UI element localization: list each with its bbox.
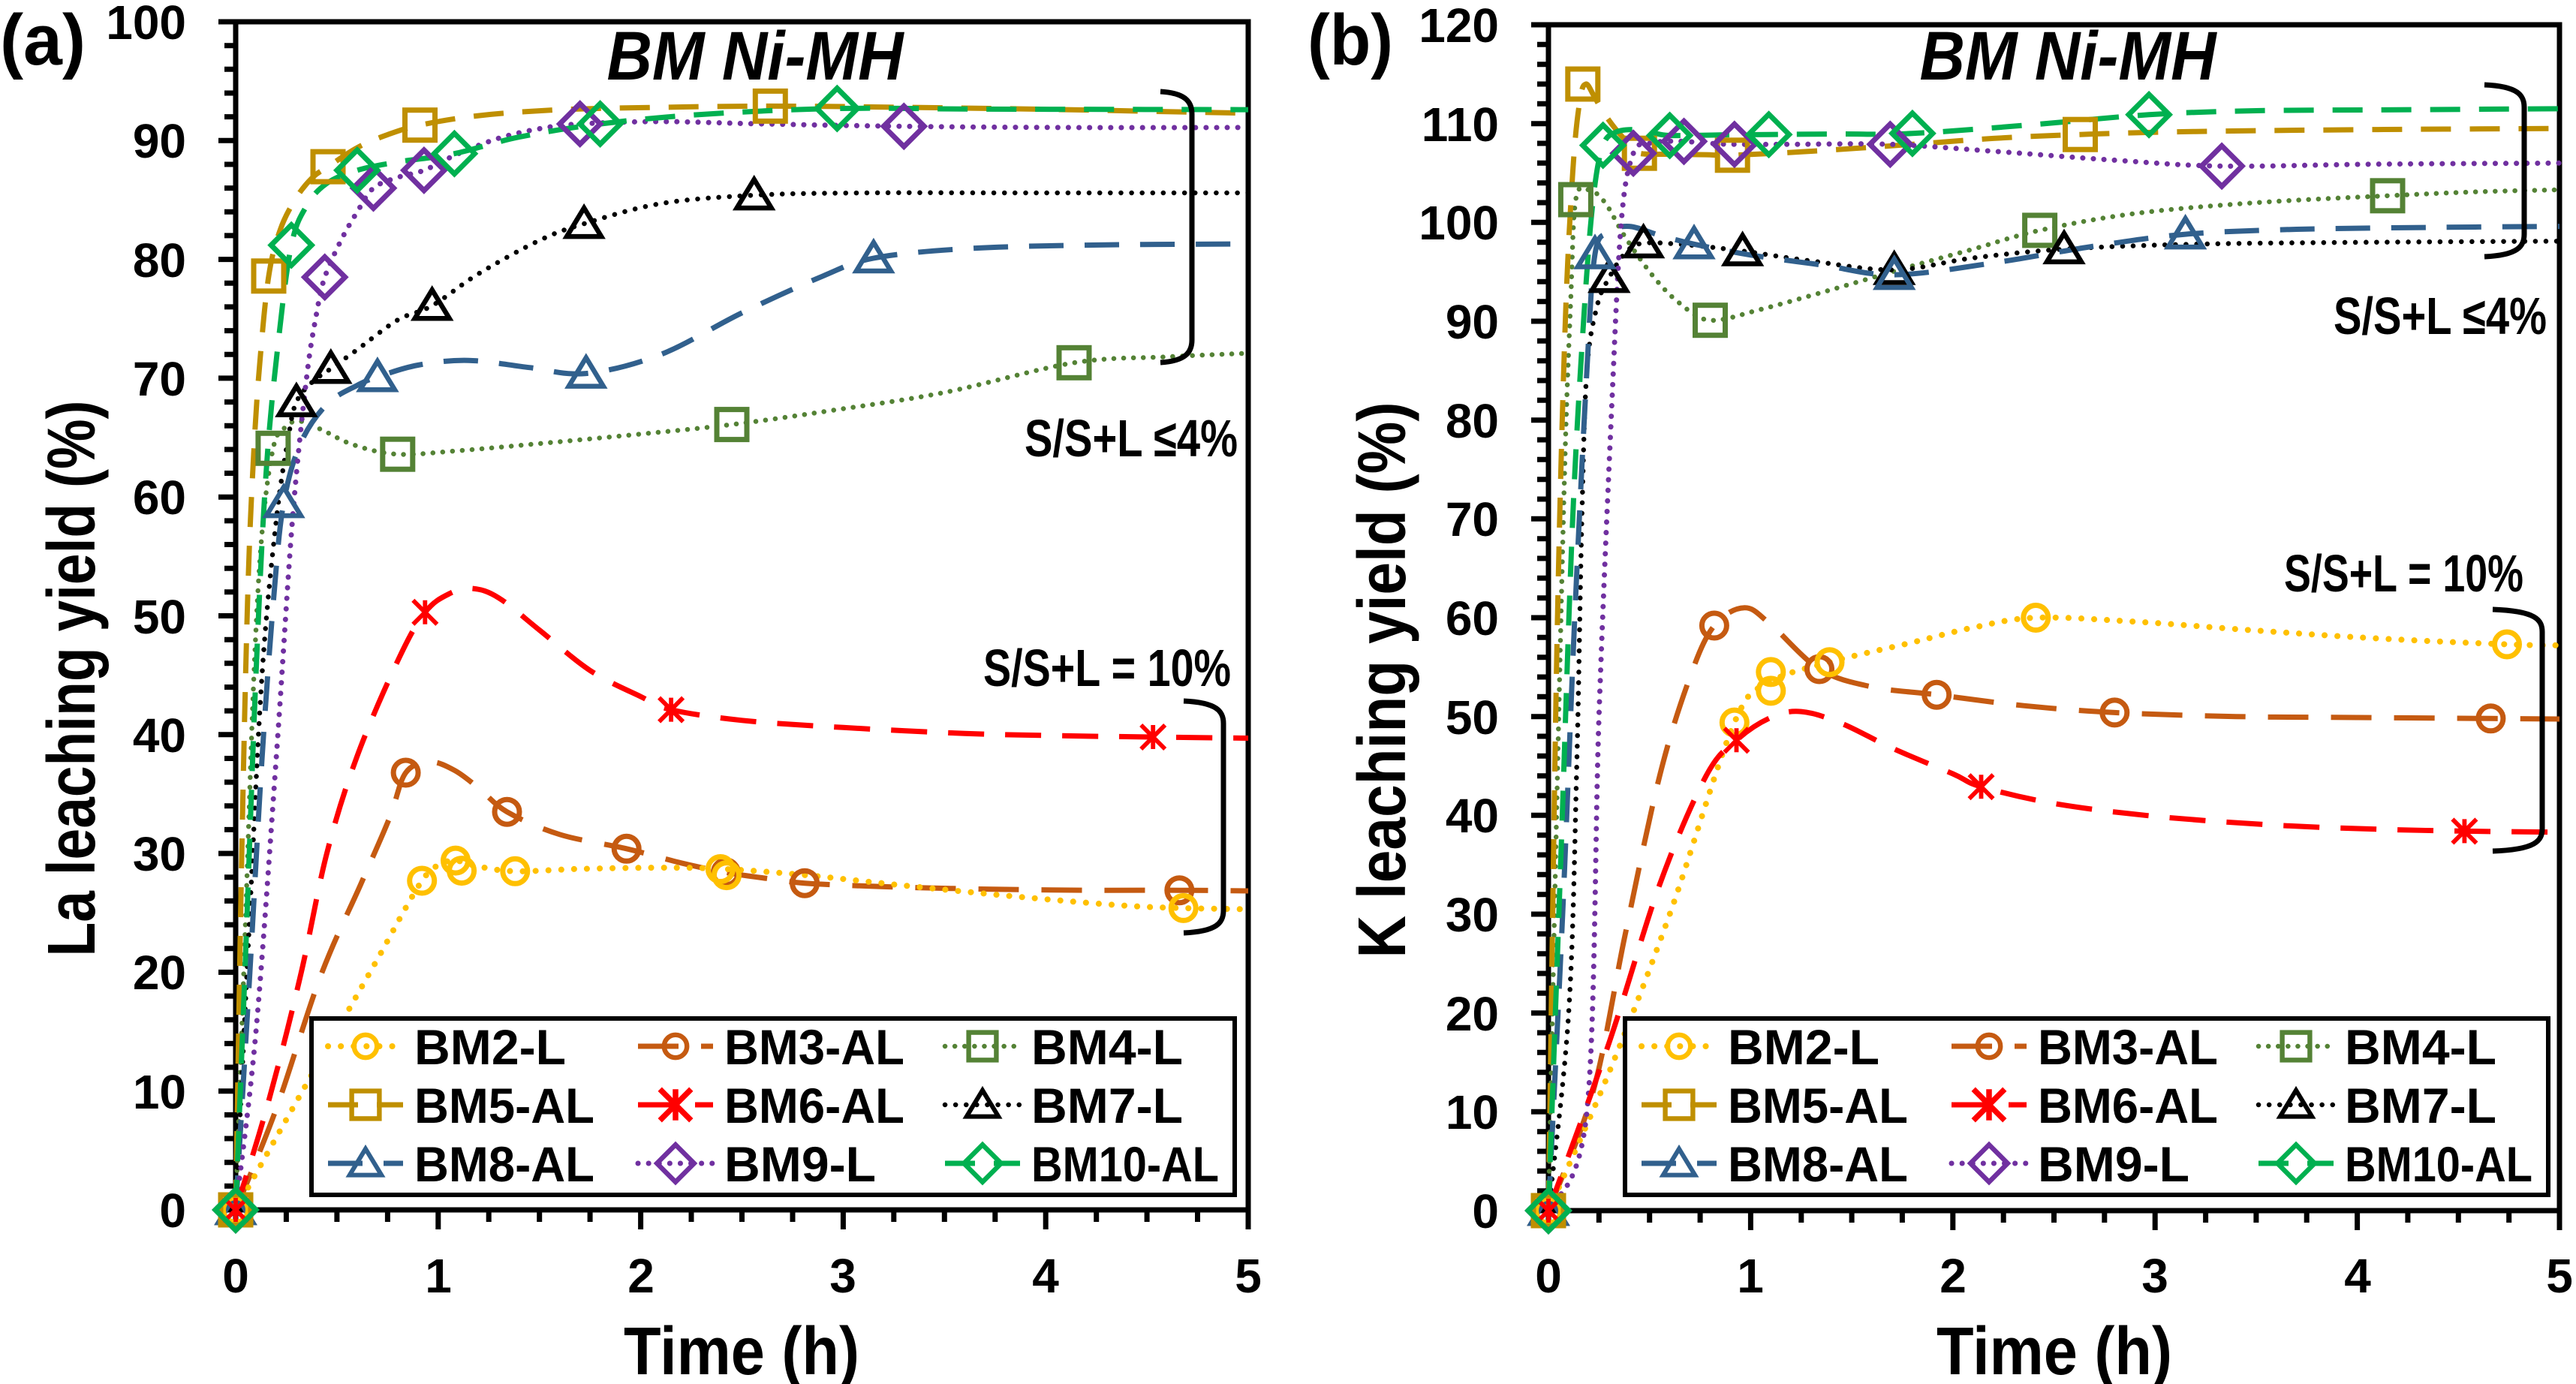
svg-text:100: 100: [1419, 196, 1499, 250]
svg-text:BM9-L: BM9-L: [2038, 1136, 2189, 1192]
svg-text:10: 10: [1446, 1085, 1499, 1139]
svg-text:La leaching yield (%): La leaching yield (%): [35, 401, 110, 957]
svg-text:2: 2: [1940, 1249, 1967, 1303]
svg-text:60: 60: [133, 471, 186, 525]
svg-text:4: 4: [2344, 1249, 2371, 1303]
svg-text:K leaching yield (%): K leaching yield (%): [1345, 402, 1420, 958]
svg-text:5: 5: [2546, 1249, 2573, 1303]
svg-text:BM3-AL: BM3-AL: [2038, 1019, 2218, 1075]
svg-text:BM8-AL: BM8-AL: [414, 1136, 594, 1192]
svg-text:70: 70: [1446, 492, 1499, 546]
svg-text:BM3-AL: BM3-AL: [724, 1019, 904, 1075]
svg-text:90: 90: [1446, 295, 1499, 349]
svg-text:110: 110: [1422, 98, 1499, 152]
svg-text:BM6-AL: BM6-AL: [2038, 1078, 2218, 1133]
svg-text:2: 2: [627, 1249, 655, 1303]
svg-text:1: 1: [1737, 1249, 1764, 1303]
svg-text:BM8-AL: BM8-AL: [1728, 1136, 1908, 1192]
svg-text:10: 10: [133, 1065, 186, 1119]
svg-text:50: 50: [1446, 690, 1499, 745]
svg-text:0: 0: [159, 1184, 186, 1238]
svg-text:BM5-AL: BM5-AL: [1728, 1078, 1908, 1133]
svg-text:30: 30: [133, 827, 186, 881]
svg-text:120: 120: [1419, 0, 1499, 53]
svg-text:BM10-AL: BM10-AL: [2345, 1136, 2532, 1192]
svg-text:BM2-L: BM2-L: [1728, 1019, 1879, 1075]
svg-text:80: 80: [133, 233, 186, 287]
svg-text:BM6-AL: BM6-AL: [724, 1078, 904, 1133]
svg-text:100: 100: [106, 0, 186, 50]
svg-text:40: 40: [1446, 789, 1499, 843]
svg-text:0: 0: [1472, 1184, 1499, 1238]
svg-text:3: 3: [829, 1249, 856, 1303]
svg-text:0: 0: [222, 1249, 249, 1303]
svg-text:80: 80: [1446, 394, 1499, 448]
svg-text:(a): (a): [0, 0, 86, 80]
svg-text:70: 70: [133, 352, 186, 406]
svg-text:5: 5: [1235, 1249, 1262, 1303]
svg-text:BM7-L: BM7-L: [1031, 1078, 1183, 1133]
svg-text:20: 20: [1446, 987, 1499, 1041]
svg-text:BM4-L: BM4-L: [2345, 1019, 2496, 1075]
svg-text:30: 30: [1446, 888, 1499, 942]
svg-text:S/S+L = 10%: S/S+L = 10%: [983, 639, 1231, 697]
svg-text:BM Ni-MH: BM Ni-MH: [607, 18, 905, 95]
svg-text:BM2-L: BM2-L: [414, 1019, 566, 1075]
svg-text:60: 60: [1446, 591, 1499, 645]
svg-text:1: 1: [425, 1249, 452, 1303]
svg-text:Time (h): Time (h): [624, 1314, 859, 1384]
svg-text:40: 40: [133, 709, 186, 763]
svg-text:BM5-AL: BM5-AL: [414, 1078, 594, 1133]
svg-text:S/S+L ≤4%: S/S+L ≤4%: [2334, 287, 2547, 345]
svg-text:3: 3: [2141, 1249, 2168, 1303]
svg-text:Time (h): Time (h): [1937, 1314, 2172, 1384]
svg-text:BM10-AL: BM10-AL: [1031, 1136, 1219, 1192]
svg-text:90: 90: [133, 114, 186, 168]
svg-text:S/S+L = 10%: S/S+L = 10%: [2284, 544, 2523, 603]
svg-text:4: 4: [1032, 1249, 1059, 1303]
svg-text:50: 50: [133, 590, 186, 644]
svg-text:BM7-L: BM7-L: [2345, 1078, 2496, 1133]
svg-text:S/S+L ≤4%: S/S+L ≤4%: [1025, 409, 1238, 468]
svg-text:BM Ni-MH: BM Ni-MH: [1920, 18, 2218, 95]
svg-text:0: 0: [1535, 1249, 1562, 1303]
svg-text:BM4-L: BM4-L: [1031, 1019, 1183, 1075]
svg-text:BM9-L: BM9-L: [724, 1136, 876, 1192]
svg-text:20: 20: [133, 946, 186, 1000]
svg-text:(b): (b): [1308, 0, 1393, 80]
